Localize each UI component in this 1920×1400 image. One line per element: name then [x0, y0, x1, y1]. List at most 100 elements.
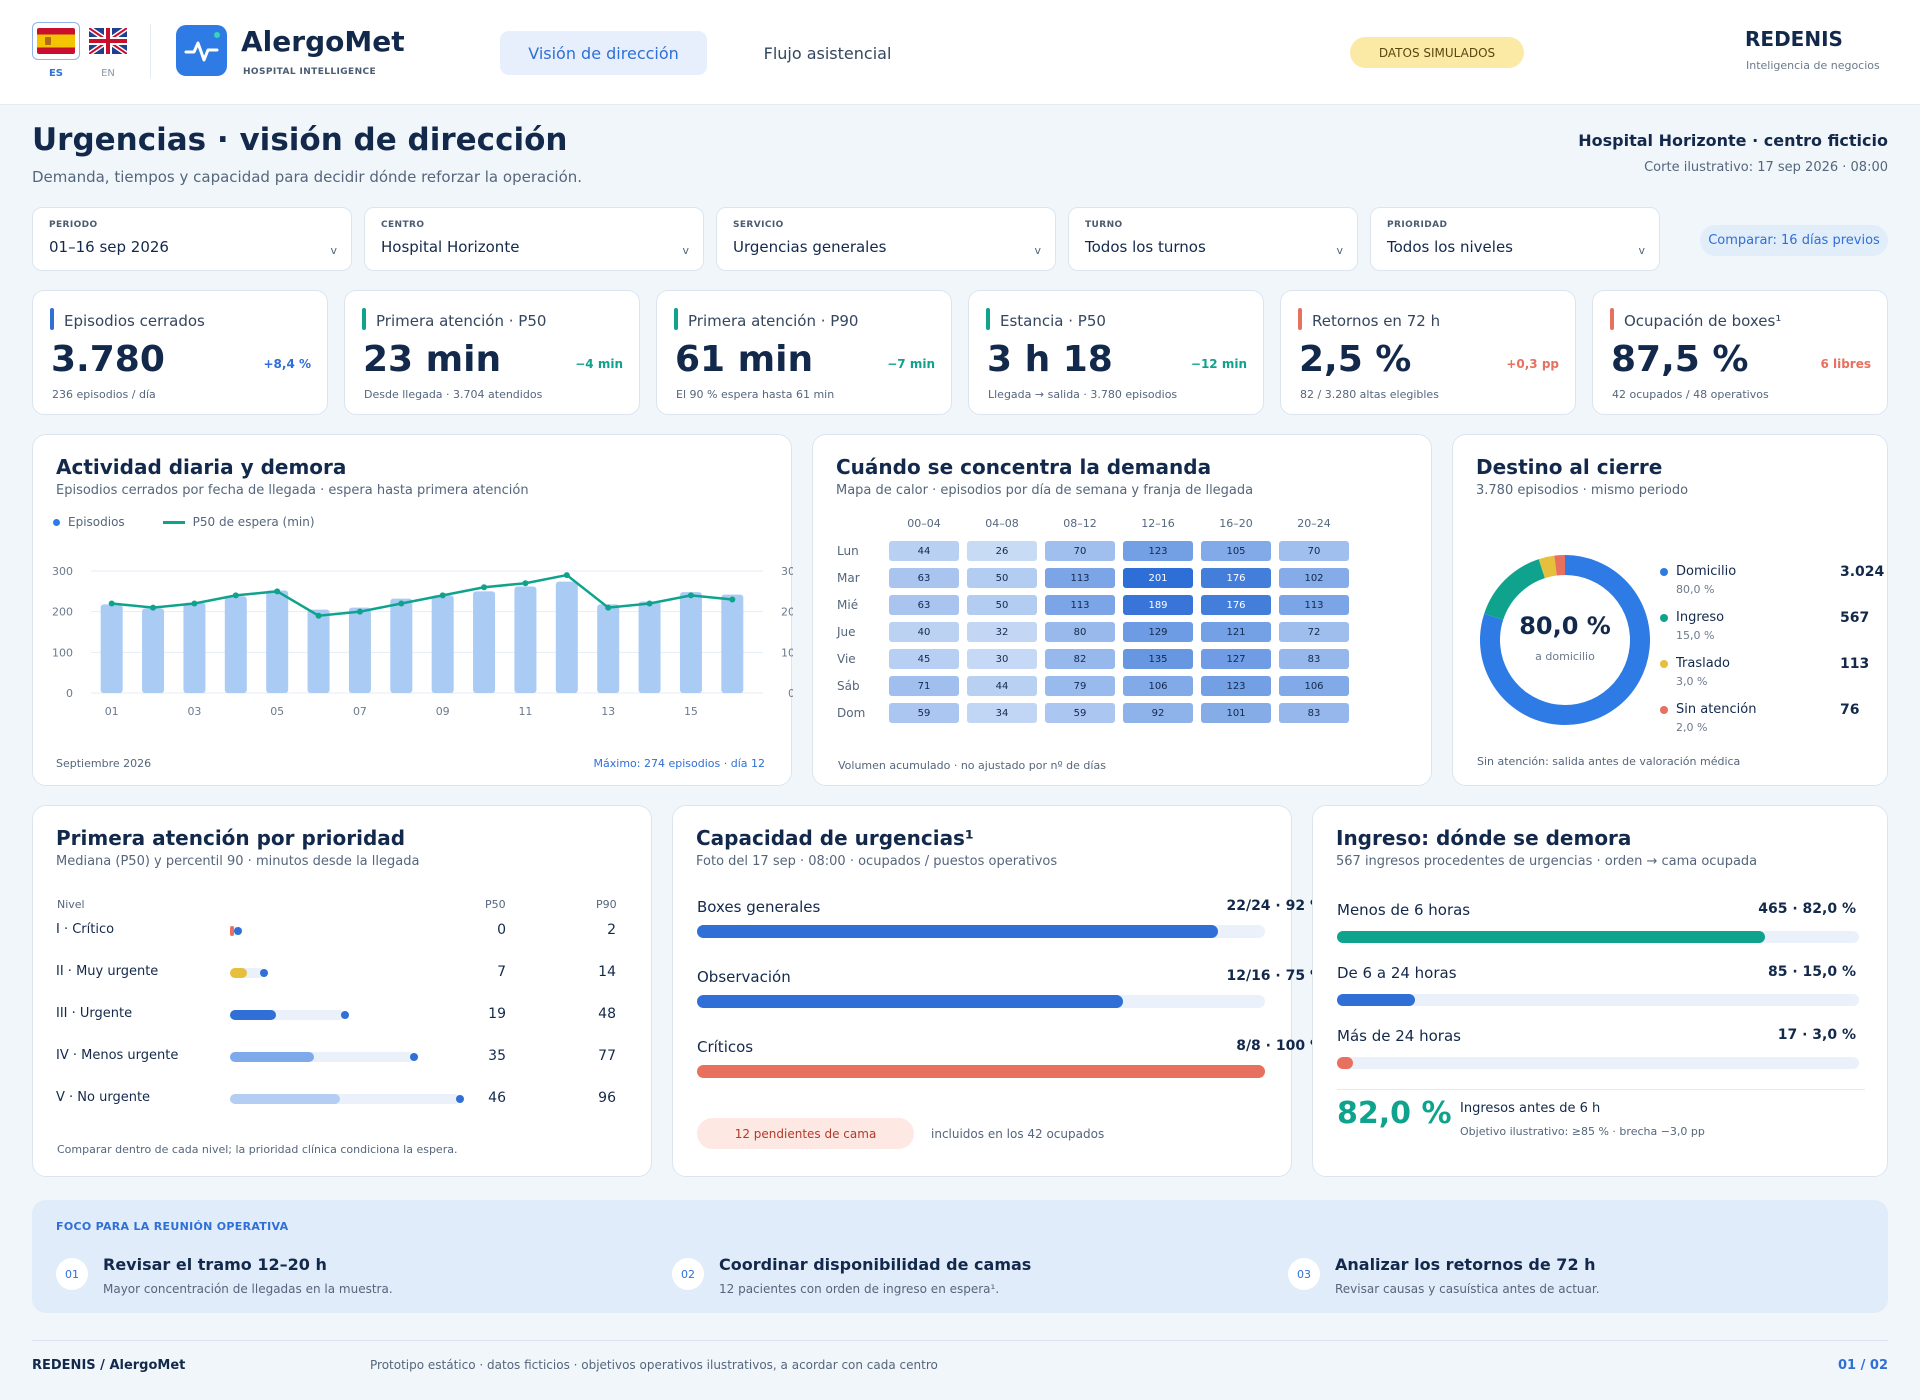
- lang-es[interactable]: ES: [32, 22, 80, 79]
- prioridad-level: III · Urgente: [56, 1006, 133, 1021]
- x-tick: 07: [353, 705, 367, 718]
- legend-line-icon: [162, 520, 185, 524]
- heatmap-row-label: Mié: [837, 598, 859, 612]
- bar-episodios: [100, 604, 123, 693]
- filter-label: SERVICIO: [733, 220, 784, 230]
- heatmap-cell: 34: [967, 703, 1037, 723]
- kpi-value: 87,5 %: [1611, 339, 1749, 380]
- prioridad-title: Primera atención por prioridad: [56, 826, 406, 850]
- footer-disclaimer: Prototipo estático · datos ficticios · o…: [370, 1358, 938, 1372]
- line-p50: [111, 573, 733, 618]
- donut-slice: [1538, 555, 1558, 579]
- kpi-label: Primera atención · P90: [688, 312, 859, 330]
- heatmap-cell: 45: [889, 649, 959, 669]
- destino-subtitle: 3.780 episodios · mismo periodo: [1476, 483, 1689, 498]
- y-tick-right: 20: [781, 606, 793, 619]
- filter-servicio[interactable]: SERVICIO Urgencias generales v: [716, 207, 1056, 271]
- foco-item-desc: Mayor concentración de llegadas en la mu…: [103, 1282, 393, 1296]
- heatmap-cell: 123: [1201, 676, 1271, 696]
- ingreso-label: Menos de 6 horas: [1337, 901, 1471, 919]
- heatmap-cell: 101: [1201, 703, 1271, 723]
- kpi-label: Ocupación de boxes¹: [1624, 312, 1782, 330]
- heatmap-cell: 59: [889, 703, 959, 723]
- tab-flujo-asistencial[interactable]: Flujo asistencial: [763, 43, 892, 63]
- bar-episodios: [721, 594, 744, 693]
- heatmap-cell: 113: [1045, 595, 1115, 615]
- kpi-label: Episodios cerrados: [64, 312, 205, 330]
- prioridad-level: II · Muy urgente: [56, 964, 159, 979]
- heatmap-cell: 44: [967, 676, 1037, 696]
- prioridad-p90-dot: [456, 1095, 464, 1103]
- kpi-card: Ocupación de boxes¹ 87,5 % 6 libres 42 ocup…: [1592, 290, 1888, 415]
- legend-episodios: Episodios: [68, 515, 125, 529]
- compare-button[interactable]: Comparar: 16 días previos: [1700, 225, 1888, 256]
- bar-episodios: [597, 604, 620, 693]
- lang-en-label: EN: [101, 68, 115, 79]
- bar-episodios: [679, 592, 702, 693]
- activity-max: Máximo: 274 episodios · día 12: [593, 757, 765, 770]
- heatmap-cell: 83: [1279, 649, 1349, 669]
- kpi-accent: [674, 308, 678, 330]
- destino-item: Ingreso 15,0 % 567: [1660, 610, 1869, 642]
- heatmap-cell: 79: [1045, 676, 1115, 696]
- page-subtitle: Demanda, tiempos y capacidad para decidi…: [32, 168, 583, 186]
- filter-value: Urgencias generales: [733, 238, 887, 256]
- filter-periodo[interactable]: PERIODO 01–16 sep 2026 v: [32, 207, 352, 271]
- kpi-value: 3 h 18: [987, 339, 1113, 380]
- chevron-down-icon: v: [1638, 244, 1645, 257]
- filter-centro[interactable]: CENTRO Hospital Horizonte v: [364, 207, 704, 271]
- capacidad-fill: [697, 995, 1123, 1008]
- heatmap-subtitle: Mapa de calor · episodios por día de sem…: [836, 483, 1254, 498]
- heatmap-cell: 63: [889, 595, 959, 615]
- donut-slice: [1554, 555, 1566, 576]
- kpi-label: Primera atención · P50: [376, 312, 547, 330]
- heatmap-cell: 176: [1201, 568, 1271, 588]
- kpi-note: El 90 % espera hasta 61 min: [676, 388, 835, 401]
- ingreso-value: 465 · 82,0 %: [1758, 901, 1856, 917]
- prioridad-level: IV · Menos urgente: [56, 1048, 179, 1063]
- ingreso-value: 17 · 3,0 %: [1777, 1027, 1856, 1043]
- uk-flag-icon: [84, 22, 132, 60]
- heatmap-row-label: Sáb: [837, 679, 860, 693]
- heatmap-cell: 135: [1123, 649, 1193, 669]
- bar-episodios: [142, 608, 165, 693]
- capacidad-value: 12/16 · 75 %: [1226, 968, 1324, 984]
- heatmap-cell: 40: [889, 622, 959, 642]
- prioridad-p50-value: 0: [497, 922, 506, 938]
- destino-name: Sin atención: [1676, 702, 1757, 717]
- x-tick: 15: [684, 705, 698, 718]
- page-number[interactable]: 01 / 02: [1838, 1358, 1888, 1373]
- line-point: [191, 600, 198, 607]
- kpi-card: Retornos en 72 h 2,5 % +0,3 pp 82 / 3.280 a…: [1280, 290, 1576, 415]
- y-tick-left: 300: [52, 565, 73, 578]
- activity-legend: Episodios P50 de espera (min): [53, 515, 315, 529]
- kpi-delta: +8,4 %: [263, 357, 311, 371]
- ingreso-track: [1337, 1057, 1859, 1069]
- spain-flag-icon: [32, 22, 80, 60]
- tab-vision-direccion[interactable]: Visión de dirección: [500, 31, 707, 75]
- heatmap-cell: 113: [1279, 595, 1349, 615]
- filter-turno[interactable]: TURNO Todos los turnos v: [1068, 207, 1358, 271]
- heatmap-cell: 129: [1123, 622, 1193, 642]
- col-p90: P90: [596, 898, 617, 911]
- heatmap-cell: 63: [889, 568, 959, 588]
- y-tick-right: 0: [788, 687, 793, 700]
- ingreso-value: 85 · 15,0 %: [1768, 964, 1856, 980]
- lang-en[interactable]: EN: [84, 22, 132, 79]
- bar-episodios: [555, 581, 578, 693]
- prioridad-p90-value: 96: [598, 1090, 616, 1106]
- bar-episodios: [473, 591, 496, 693]
- kpi-note: Desde llegada · 3.704 atendidos: [364, 388, 543, 401]
- kpi-value: 61 min: [675, 339, 814, 380]
- footer-brand: REDENIS / AlergoMet: [32, 1358, 186, 1373]
- heatmap-row-label: Mar: [837, 571, 860, 585]
- chevron-down-icon: v: [682, 244, 689, 257]
- prioridad-p50-bar: [230, 968, 247, 978]
- heatmap-col-label: 04–08: [985, 517, 1019, 530]
- filter-prioridad[interactable]: PRIORIDAD Todos los niveles v: [1370, 207, 1660, 271]
- line-point: [150, 604, 157, 611]
- filter-value: Hospital Horizonte: [381, 238, 520, 256]
- activity-title: Actividad diaria y demora: [56, 455, 347, 479]
- foco-item-title: Revisar el tramo 12–20 h: [103, 1255, 327, 1274]
- foco-item-title: Coordinar disponibilidad de camas: [719, 1255, 1032, 1274]
